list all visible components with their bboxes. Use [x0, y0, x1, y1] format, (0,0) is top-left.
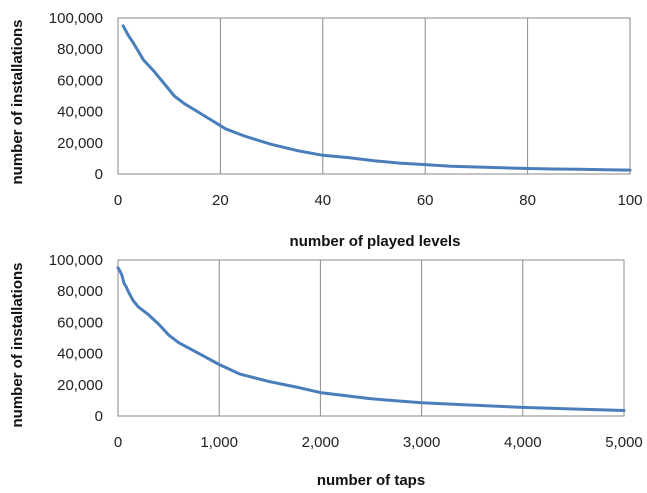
x-tick-label: 4,000	[504, 434, 542, 451]
y-axis-label: number of installations	[9, 262, 26, 427]
plot-frame	[117, 259, 625, 417]
y-tick-label: 20,000	[57, 135, 103, 152]
y-tick-label: 100,000	[49, 252, 103, 269]
y-tick-label: 80,000	[57, 41, 103, 58]
y-tick-label: 20,000	[57, 377, 103, 394]
x-tick-label: 1,000	[200, 434, 238, 451]
y-tick-label: 60,000	[57, 314, 103, 331]
x-tick-label: 80	[519, 192, 536, 209]
gridlines	[117, 259, 625, 417]
y-tick-label: 0	[95, 166, 103, 183]
chart-played-levels: 0 20 40 60 80 100 0 20,000 40,000 60,000 80,000 100…	[9, 10, 643, 250]
x-tick-label: 3,000	[403, 434, 441, 451]
tick-labels: 0 1,000 2,000 3,000 4,000 5,000 0 20,000 40,000 6…	[49, 252, 643, 451]
x-tick-label: 2,000	[302, 434, 340, 451]
y-tick-label: 40,000	[57, 346, 103, 363]
x-tick-label: 0	[114, 434, 122, 451]
x-tick-label: 20	[212, 192, 229, 209]
y-tick-label: 40,000	[57, 104, 103, 121]
x-tick-label: 60	[417, 192, 434, 209]
x-tick-label: 0	[114, 192, 122, 209]
y-tick-label: 60,000	[57, 72, 103, 89]
y-tick-label: 100,000	[49, 10, 103, 27]
chart-taps: 0 1,000 2,000 3,000 4,000 5,000 0 20,000 40,000 6…	[9, 252, 643, 489]
x-tick-label: 40	[314, 192, 331, 209]
x-tick-label: 5,000	[605, 434, 643, 451]
y-tick-label: 80,000	[57, 283, 103, 300]
installations-line	[121, 24, 632, 172]
x-tick-label: 100	[617, 192, 642, 209]
gridlines	[117, 17, 631, 175]
x-axis-label: number of played levels	[290, 233, 461, 250]
x-axis-label: number of taps	[317, 472, 425, 489]
tick-labels: 0 20 40 60 80 100 0 20,000 40,000 60,000 80,000 100…	[49, 10, 643, 209]
installations-line	[116, 266, 626, 412]
y-axis-label: number of installations	[9, 19, 26, 184]
plot-frame	[117, 17, 631, 175]
y-tick-label: 0	[95, 408, 103, 425]
